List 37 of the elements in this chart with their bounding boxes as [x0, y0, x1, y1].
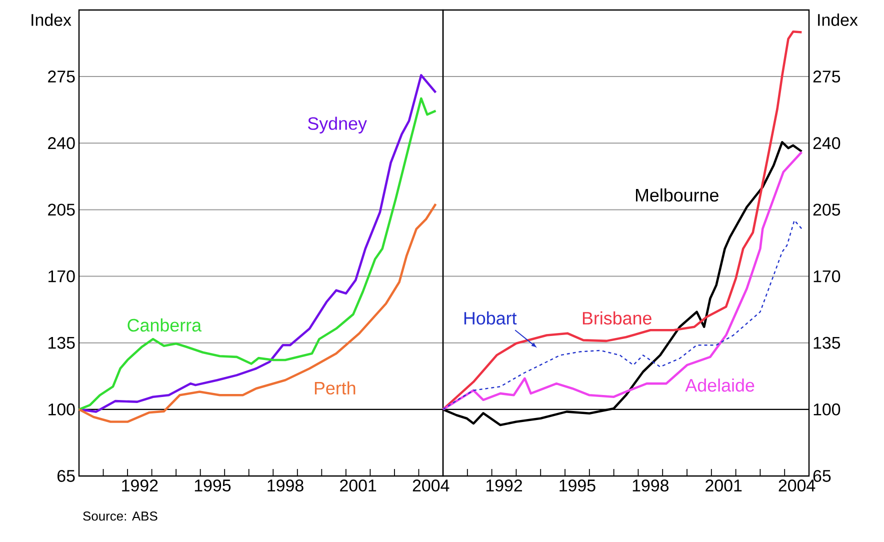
x-tick-label: 2004 — [412, 480, 450, 492]
y2-axis-title: Index — [818, 14, 858, 26]
text: Hobart — [464, 311, 517, 325]
series-label: Melbourne — [636, 188, 718, 202]
series-label: Canberra — [128, 318, 202, 332]
x-tick-label: 1995 — [560, 480, 596, 492]
series-label: Sydney — [308, 116, 367, 134]
x-tick-label: 1995 — [194, 480, 231, 492]
source-note: Source: ABS — [83, 512, 158, 521]
y-tick-label: 100 — [48, 403, 75, 416]
y2-tick-label: 275 — [813, 70, 840, 83]
y2-tick-label: 100 — [814, 403, 840, 416]
line-series — [442, 220, 802, 410]
x-tick-label: 1992 — [486, 480, 522, 492]
y-axis-title: Index — [32, 14, 72, 26]
y-tick-label: 170 — [48, 270, 75, 282]
x-tick-label: 2001 — [706, 480, 742, 492]
x-tick-label: 1992 — [122, 480, 158, 492]
line-series — [78, 202, 437, 423]
x-tick-label: 1998 — [268, 480, 304, 492]
y2-tick-label: 135 — [814, 336, 840, 349]
y-tick-label: 240 — [48, 137, 75, 150]
series-label: Adelaide — [685, 378, 754, 392]
y2-tick-label: 65 — [813, 470, 831, 482]
series-label: Brisbane — [582, 311, 652, 325]
line-series — [442, 30, 803, 411]
series-label: Perth — [314, 381, 356, 394]
y2-tick-label: 240 — [813, 137, 840, 150]
y2-tick-label: 205 — [813, 204, 840, 216]
x-tick-label: 1998 — [632, 480, 669, 492]
y-tick-label: 65 — [58, 470, 75, 482]
x-tick-label: 2001 — [340, 480, 376, 492]
y-tick-label: 275 — [48, 70, 75, 83]
y2-tick-label: 170 — [814, 270, 840, 282]
y-tick-label: 135 — [48, 336, 75, 349]
y-tick-label: 205 — [48, 204, 75, 216]
x-tick-label: 2004 — [778, 480, 816, 492]
